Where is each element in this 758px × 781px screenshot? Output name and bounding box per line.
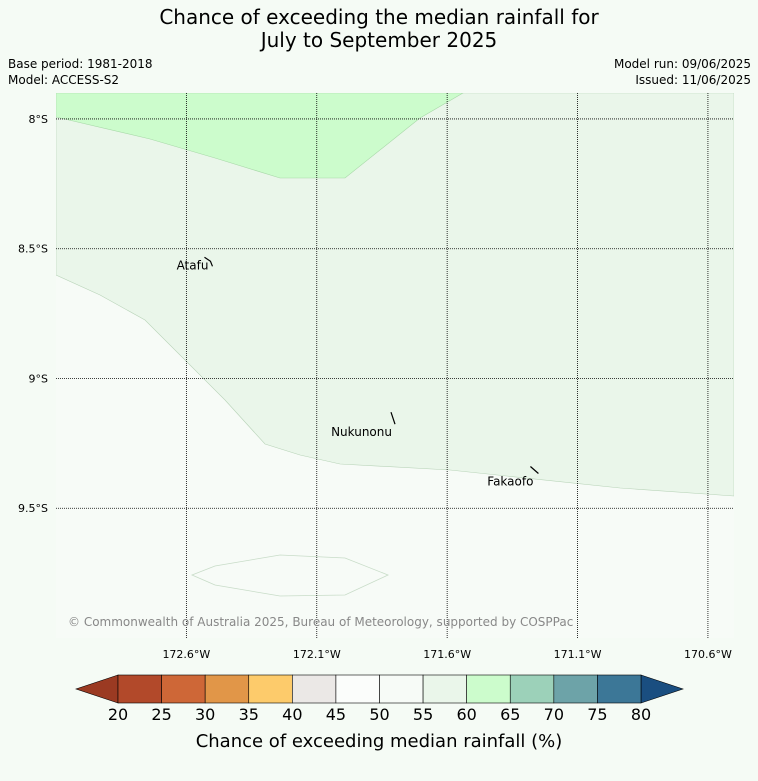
longitude-tick-label: 171.6°W	[423, 648, 471, 661]
longitude-tick-label: 171.1°W	[554, 648, 602, 661]
colorbar-tick-label: 60	[456, 705, 476, 724]
colorbar-tick-label: 30	[195, 705, 215, 724]
title-line-2: July to September 2025	[260, 28, 498, 52]
map-title: Chance of exceeding the median rainfall …	[0, 6, 758, 52]
place-label: Atafu	[177, 258, 209, 272]
colorbar-boxes	[75, 674, 684, 704]
colorbar-swatch	[117, 674, 162, 704]
colorbar-tick-label: 80	[631, 705, 651, 724]
atoll-outline	[190, 554, 390, 597]
latitude-tick-label: 8°S	[29, 113, 48, 126]
colorbar-tick-label: 40	[282, 705, 302, 724]
colorbar-swatch	[204, 674, 250, 704]
colorbar-swatch	[597, 674, 642, 704]
base-period-label: Base period: 1981-2018	[8, 57, 153, 71]
colorbar-swatch	[509, 674, 555, 704]
axis-tick-labels: 8°S 8.5°S 9°S 9.5°S 172.6°W 172.1°W 171.6°W 171…	[18, 113, 732, 661]
colorbar-swatch	[248, 674, 293, 704]
issued-label: Issued: 11/06/2025	[635, 73, 751, 87]
colorbar-tick-label: 65	[500, 705, 520, 724]
island-outline	[530, 466, 539, 474]
colorbar-tick-label: 20	[108, 705, 128, 724]
longitude-tick-label: 172.1°W	[293, 648, 341, 661]
colorbar-swatch	[379, 674, 424, 704]
place-label: Fakaofo	[487, 475, 533, 489]
probability-band-55-60	[56, 93, 734, 497]
island-outline	[390, 412, 396, 425]
colorbar-over-arrow	[640, 674, 684, 704]
colorbar-legend: 20 25 30 35 40 45 50 55 60 65 70 75 80 Chance of exc…	[75, 674, 684, 752]
colorbar-tick-label: 45	[326, 705, 346, 724]
colorbar-swatch	[466, 674, 511, 704]
colorbar-tick-label: 50	[369, 705, 389, 724]
place-label: Nukunonu	[331, 425, 392, 439]
latitude-tick-label: 9°S	[29, 372, 48, 385]
longitude-tick-label: 172.6°W	[162, 648, 210, 661]
latitude-tick-label: 8.5°S	[18, 243, 48, 256]
title-line-1: Chance of exceeding the median rainfall …	[159, 5, 599, 29]
copyright-text: © Commonwealth of Australia 2025, Bureau…	[68, 615, 573, 629]
probability-band-60-65	[56, 93, 464, 179]
colorbar-under-arrow	[75, 674, 119, 704]
model-run-label: Model run: 09/06/2025	[613, 57, 751, 71]
islands: Atafu Nukunonu Fakaofo	[177, 256, 539, 489]
island-outline	[204, 256, 214, 267]
meta-left: Base period: 1981-2018 Model: ACCESS-S2	[8, 56, 153, 88]
colorbar-title: Chance of exceeding median rainfall (%)	[196, 731, 563, 752]
colorbar-swatch	[553, 674, 598, 704]
model-label: Model: ACCESS-S2	[8, 73, 120, 87]
colorbar-swatch	[292, 674, 337, 704]
meta-right: Model run: 09/06/2025 Issued: 11/06/2025	[614, 56, 751, 88]
colorbar-tick-labels: 20 25 30 35 40 45 50 55 60 65 70 75 80	[108, 705, 651, 724]
colorbar-tick-label: 75	[587, 705, 607, 724]
latitude-tick-label: 9.5°S	[18, 502, 48, 515]
colorbar-tick-label: 25	[151, 705, 171, 724]
map-area: Atafu Nukunonu Fakaofo 8°S 8.5°S 9°S 9.5°S 172…	[18, 93, 734, 661]
colorbar-tick-label: 55	[413, 705, 433, 724]
colorbar-swatch	[335, 674, 380, 704]
longitude-tick-label: 170.6°W	[684, 648, 732, 661]
graticule	[56, 93, 734, 638]
colorbar-swatch	[161, 674, 206, 704]
colorbar-tick-label: 35	[239, 705, 259, 724]
colorbar-tick-label: 70	[544, 705, 564, 724]
colorbar-swatch	[422, 674, 467, 704]
